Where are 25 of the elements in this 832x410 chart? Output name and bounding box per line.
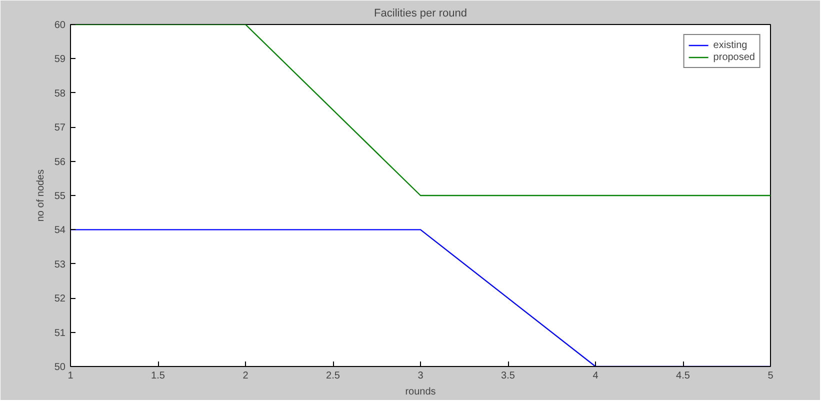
x-tick-label: 2.5 bbox=[326, 370, 340, 382]
y-tick-label: 54 bbox=[54, 225, 66, 236]
x-tick-label: 3 bbox=[418, 370, 424, 382]
legend-label: existing bbox=[713, 39, 748, 51]
y-tick-label: 50 bbox=[54, 362, 66, 373]
y-tick-label: 52 bbox=[54, 294, 66, 305]
y-tick-label: 57 bbox=[54, 122, 66, 134]
legend-label: proposed bbox=[713, 51, 755, 63]
x-tick-label: 1 bbox=[68, 370, 74, 382]
x-tick-label: 4.5 bbox=[676, 370, 690, 382]
y-tick-label: 53 bbox=[54, 259, 66, 270]
y-tick-label: 56 bbox=[54, 156, 66, 168]
x-tick-label: 2 bbox=[242, 370, 249, 382]
y-tick-label: 55 bbox=[54, 191, 66, 202]
x-tick-label: 3.5 bbox=[501, 370, 516, 382]
y-tick-label: 58 bbox=[54, 88, 66, 100]
chart-title: Facilities per round bbox=[374, 8, 467, 20]
x-tick-label: 5 bbox=[768, 370, 774, 382]
y-tick-label: 51 bbox=[54, 328, 66, 339]
x-tick-label: 4 bbox=[592, 370, 599, 382]
y-tick-label: 60 bbox=[54, 20, 66, 31]
x-axis-title: rounds bbox=[405, 386, 436, 398]
y-tick-label: 59 bbox=[54, 54, 66, 66]
y-axis-title: no of nodes bbox=[35, 169, 46, 222]
x-tick-label: 1.5 bbox=[151, 370, 166, 382]
